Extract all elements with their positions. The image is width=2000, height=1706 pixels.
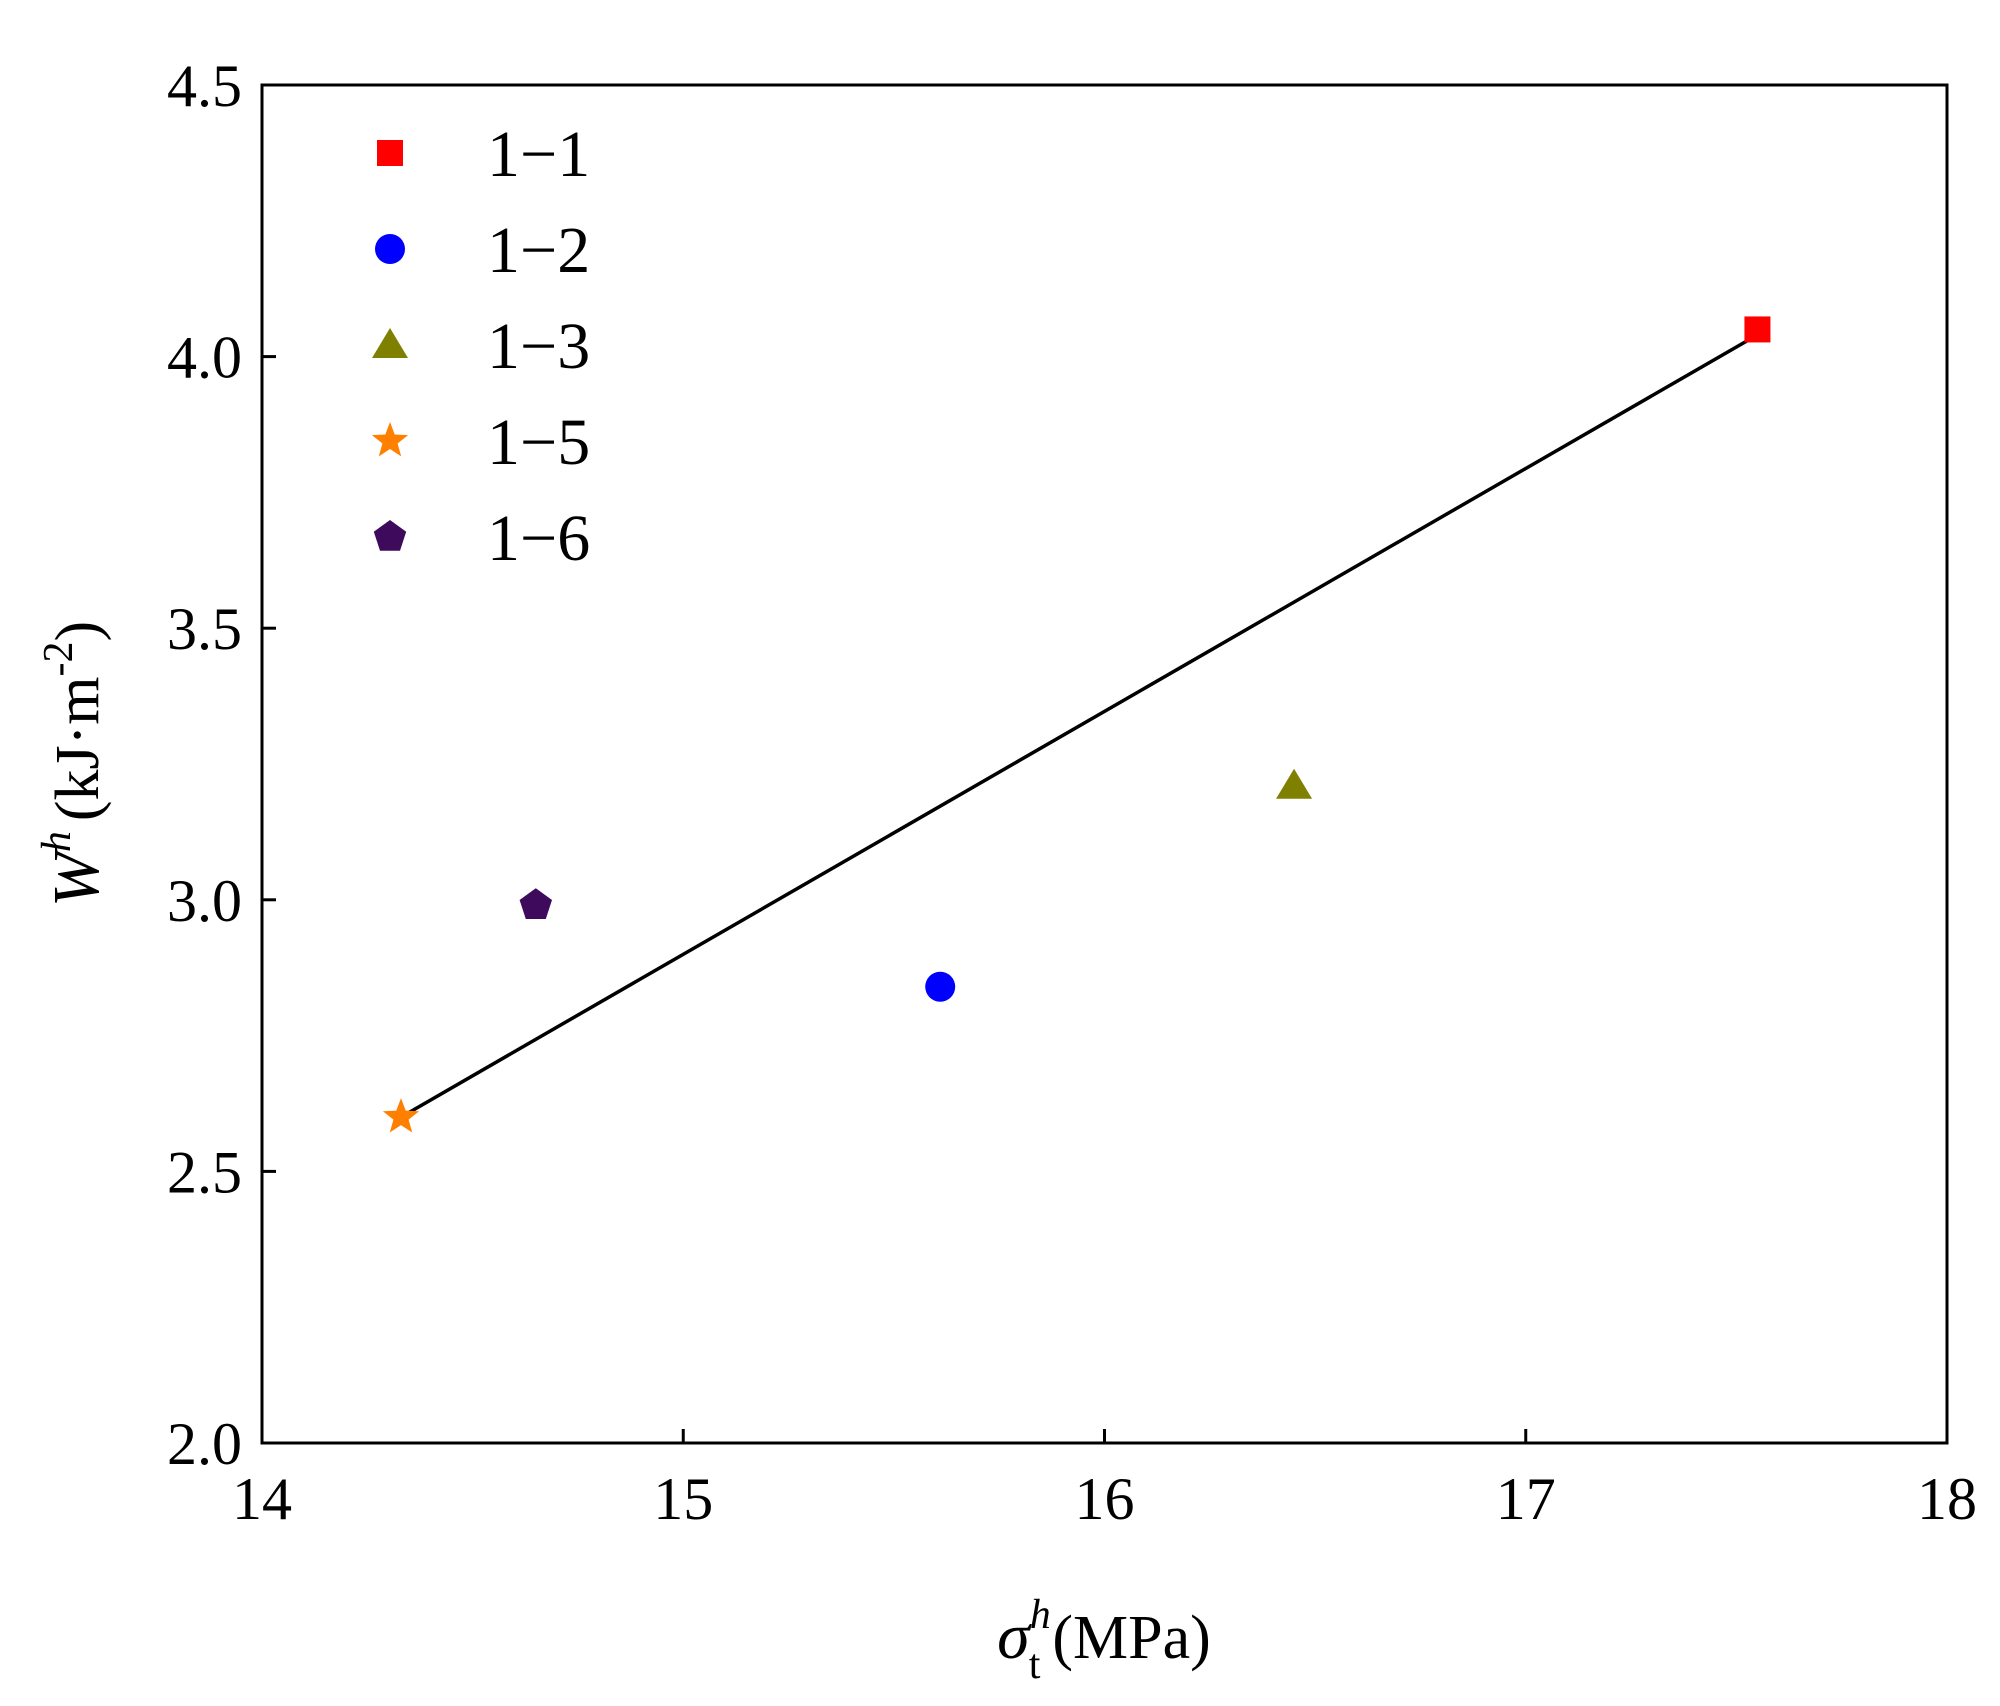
x-tick-label: 16 bbox=[1075, 1466, 1135, 1532]
y-tick-label: 3.5 bbox=[167, 596, 242, 662]
legend: 1−1 1−2 1−3 1−5 1−6 bbox=[371, 118, 590, 575]
y-tick-label: 4.0 bbox=[167, 325, 242, 391]
data-point-pentagon bbox=[519, 888, 552, 919]
fit-line-group bbox=[400, 333, 1759, 1119]
legend-label: 1−5 bbox=[487, 406, 590, 479]
x-axis-label: σh t (MPa) bbox=[997, 1592, 1211, 1688]
fit-line bbox=[400, 333, 1759, 1119]
x-tick-label: 15 bbox=[653, 1466, 713, 1532]
y-axis-label: Wh(kJ·m-2) bbox=[34, 621, 113, 907]
x-tick-label: 18 bbox=[1917, 1466, 1977, 1532]
y-tick-label: 2.0 bbox=[167, 1411, 242, 1477]
y-tick-label: 3.0 bbox=[167, 868, 242, 934]
legend-marker-star bbox=[371, 422, 409, 457]
data-point-circle bbox=[925, 971, 956, 1002]
legend-marker-circle bbox=[375, 234, 405, 264]
legend-marker-square bbox=[377, 140, 403, 166]
data-points bbox=[382, 316, 1771, 1133]
data-point-star bbox=[382, 1098, 420, 1133]
legend-label: 1−2 bbox=[487, 214, 590, 287]
legend-marker-pentagon bbox=[373, 520, 407, 551]
y-tick-label: 2.5 bbox=[167, 1139, 242, 1205]
legend-label: 1−1 bbox=[487, 118, 590, 191]
data-point-triangle bbox=[1276, 768, 1313, 799]
plot-frame bbox=[260, 83, 1949, 1445]
data-point-square bbox=[1744, 316, 1771, 343]
axis-ticks: 14 15 16 17 18 2.0 2.5 3.0 3.5 4.0 4.5 bbox=[167, 53, 1977, 1532]
legend-label: 1−3 bbox=[487, 310, 590, 383]
y-tick-label: 4.5 bbox=[167, 53, 242, 119]
legend-label: 1−6 bbox=[487, 502, 590, 575]
x-tick-label: 14 bbox=[232, 1466, 292, 1532]
x-tick-label: 17 bbox=[1496, 1466, 1556, 1532]
legend-marker-triangle bbox=[372, 328, 408, 358]
